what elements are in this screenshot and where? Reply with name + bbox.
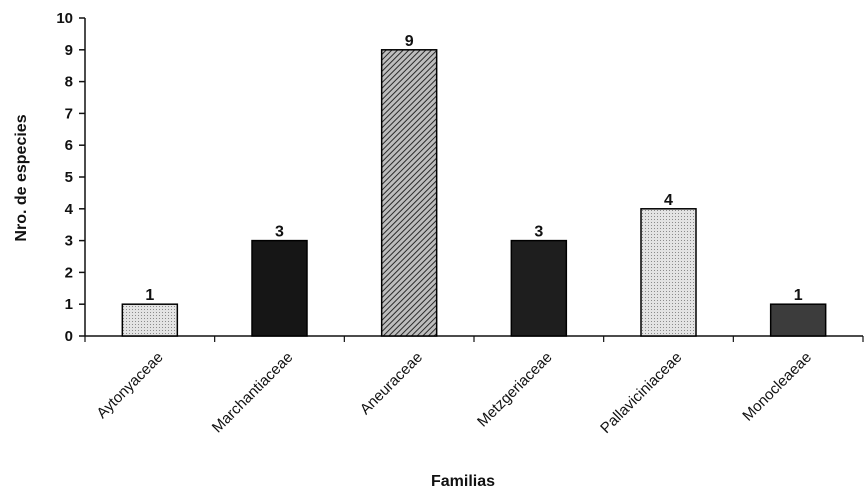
y-tick-label: 1 (65, 296, 73, 313)
y-tick-label: 5 (65, 169, 73, 186)
y-tick-label: 9 (65, 42, 73, 59)
y-tick-label: 8 (65, 74, 73, 91)
bar-aneuraceae (380, 49, 438, 337)
bar-marchantiaceae (251, 239, 308, 337)
y-tick-label: 10 (56, 10, 73, 27)
y-tick-label: 6 (65, 137, 73, 154)
data-label-pallaviciniaceae: 4 (664, 192, 673, 209)
category-label-metzgeriaceae: Metzgeriaceae (474, 349, 556, 431)
y-tick-label: 2 (65, 264, 73, 281)
y-axis-title: Nro. de especies (13, 114, 30, 241)
category-label-marchantiaceae: Marchantiaceae (209, 349, 296, 436)
category-label-aneuraceae: Aneuraceae (357, 349, 426, 418)
bar-aytonyaceae (121, 303, 179, 337)
data-label-aneuraceae: 9 (405, 33, 414, 50)
y-tick-label: 7 (65, 105, 73, 122)
category-label-monocleaeae: Monocleaeae (739, 349, 815, 425)
y-tick-label: 0 (65, 328, 73, 345)
data-label-marchantiaceae: 3 (275, 224, 284, 241)
data-label-metzgeriaceae: 3 (534, 224, 543, 241)
category-label-aytonyaceae: Aytonyaceae (93, 349, 166, 422)
data-label-aytonyaceae: 1 (145, 287, 154, 304)
bar-metzgeriaceae (510, 239, 568, 337)
bar-pallaviciniaceae (640, 208, 697, 337)
category-label-pallaviciniaceae: Pallaviciniaceae (597, 349, 685, 437)
x-axis-title: Familias (431, 473, 495, 490)
y-tick-label: 4 (65, 201, 74, 218)
plot-area: 0 1 2 3 4 5 6 7 8 9 10 1 Aytonyaceae 3 Marchantiaceae 9… (56, 10, 864, 437)
bar-monocleaeae (769, 303, 827, 337)
y-tick-label: 3 (65, 233, 73, 250)
data-label-monocleaeae: 1 (794, 287, 803, 304)
